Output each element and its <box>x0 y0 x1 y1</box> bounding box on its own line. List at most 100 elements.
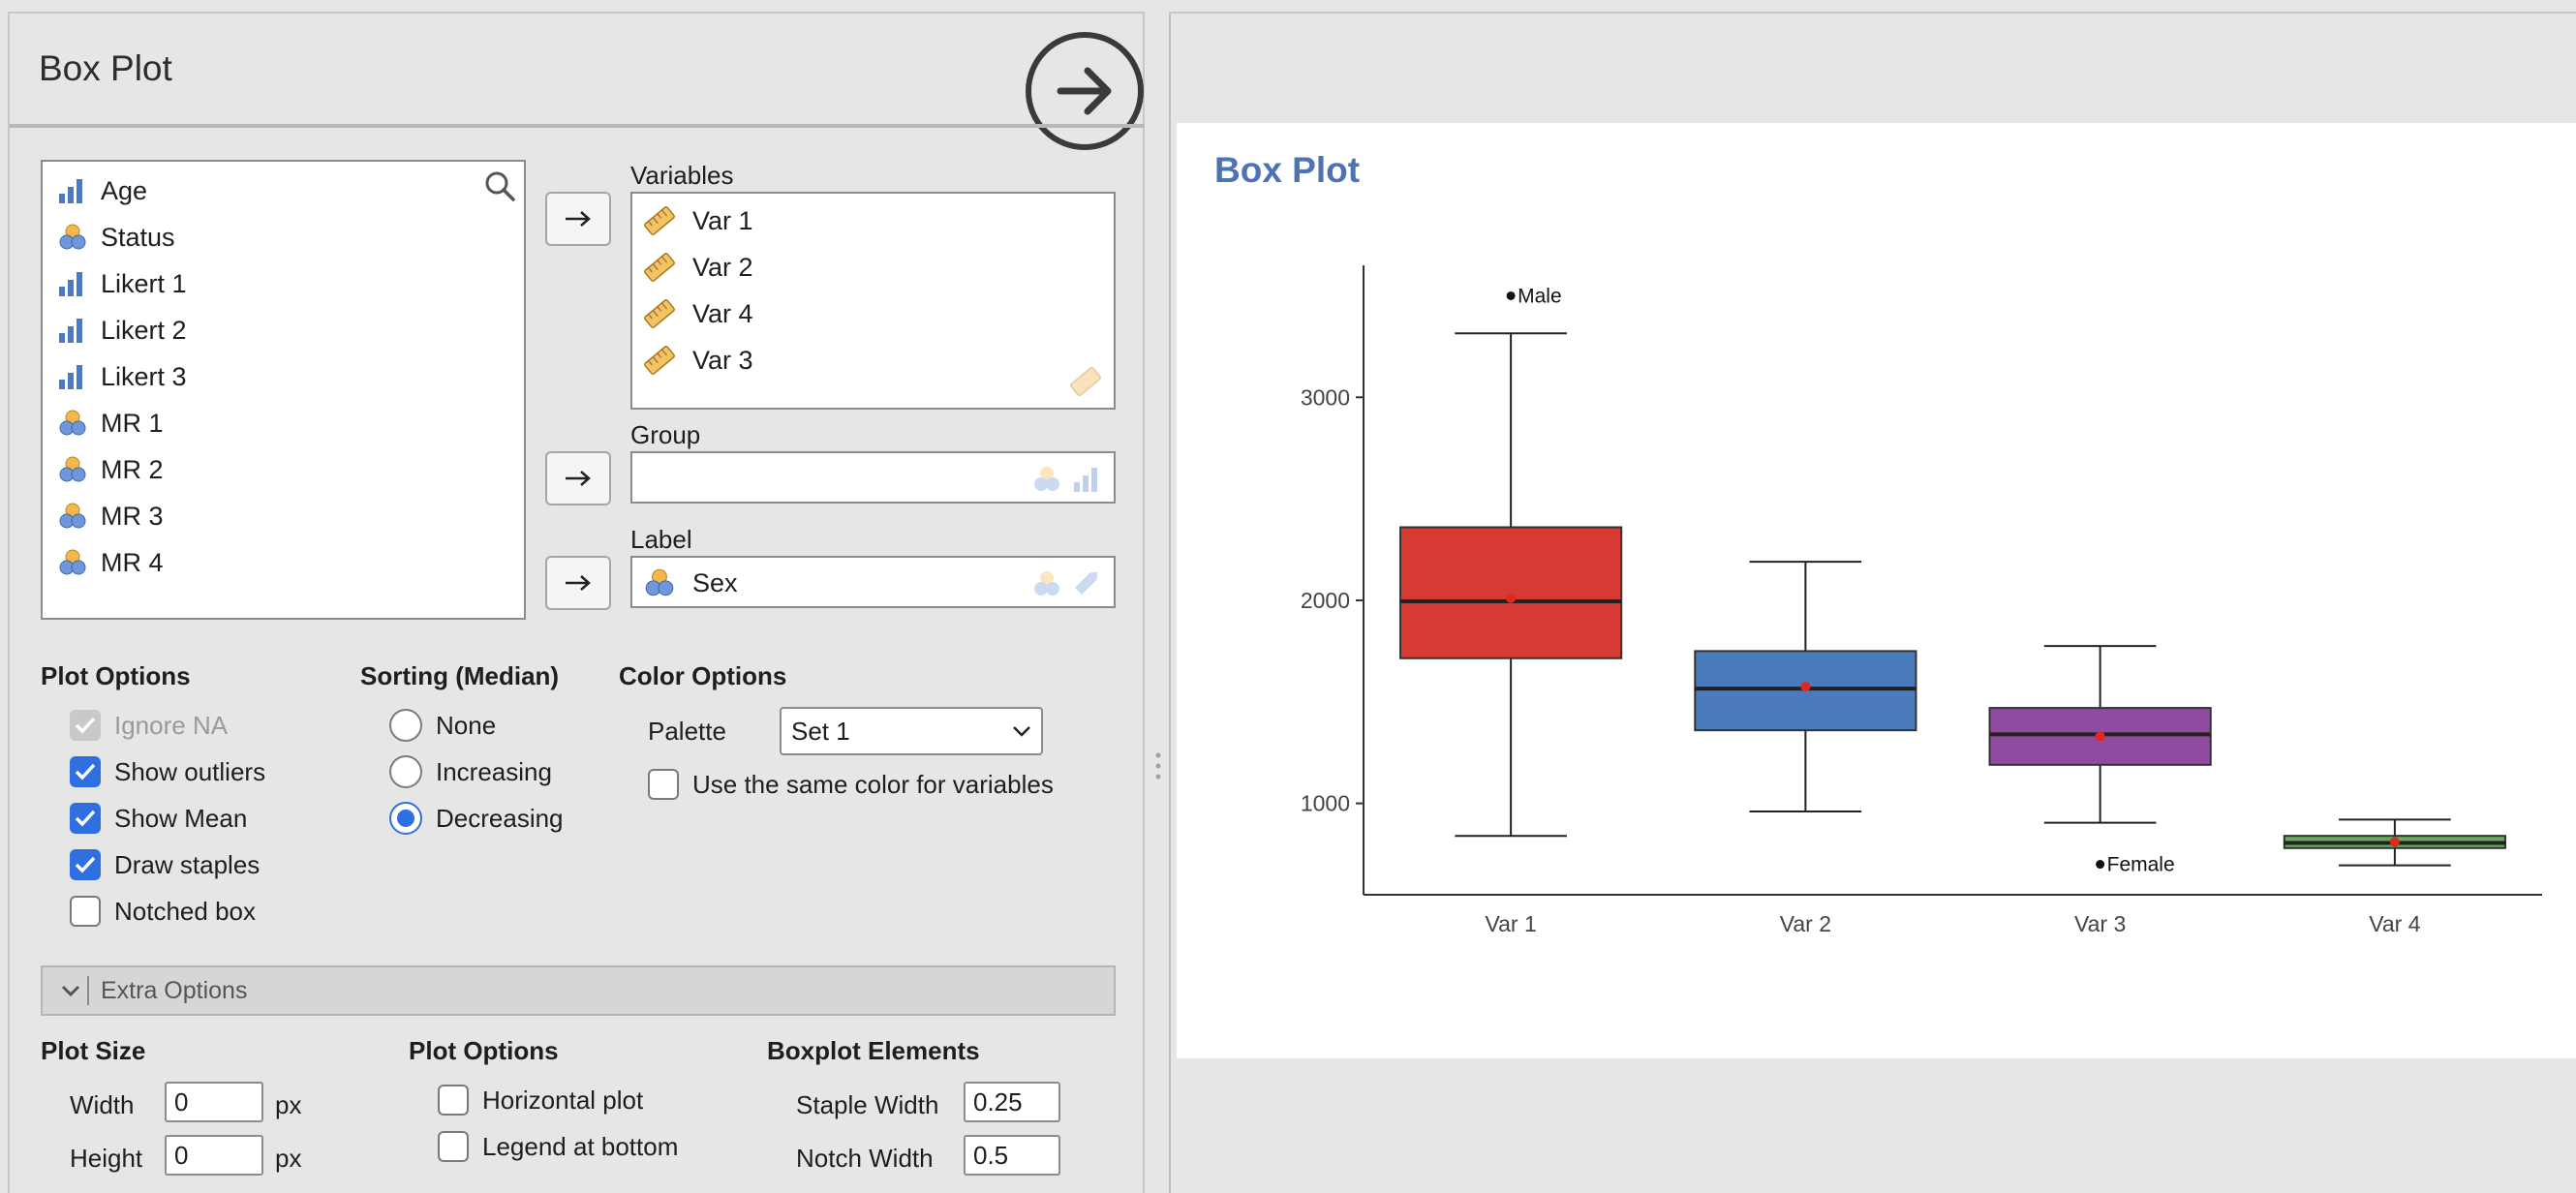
sort-none-radio[interactable] <box>389 709 422 742</box>
height-input[interactable]: 0 <box>165 1135 263 1176</box>
nominal-hint-icon <box>1034 571 1059 596</box>
extra-options-toggle[interactable]: Extra Options <box>41 965 1116 1016</box>
source-variable-label: Likert 3 <box>101 361 187 391</box>
group-label: Group <box>630 420 701 449</box>
extra-options-label: Extra Options <box>101 976 248 1004</box>
nominal-icon <box>59 224 86 250</box>
assigned-variable-item[interactable]: Var 2 <box>642 246 753 289</box>
notched-box-label: Notched box <box>114 896 256 926</box>
show-outliers-option[interactable]: Show outliers <box>70 752 265 791</box>
show-mean-option[interactable]: Show Mean <box>70 799 247 838</box>
sort-increasing-option[interactable]: Increasing <box>389 752 552 791</box>
mean-point <box>1800 682 1811 692</box>
source-variable-label: MR 2 <box>101 454 164 484</box>
height-unit: px <box>275 1144 302 1173</box>
sort-increasing-radio[interactable] <box>389 755 422 788</box>
outlier-point <box>1506 291 1516 300</box>
same-color-option[interactable]: Use the same color for variables <box>648 765 1054 804</box>
legend-bottom-label: Legend at bottom <box>482 1131 679 1161</box>
assigned-variable-label: Var 1 <box>692 205 753 235</box>
horizontal-plot-label: Horizontal plot <box>482 1085 644 1115</box>
draw-staples-checkbox[interactable] <box>70 849 101 880</box>
source-variable-item[interactable]: MR 1 <box>56 402 164 444</box>
sort-decreasing-option[interactable]: Decreasing <box>389 799 564 838</box>
label-value: Sex <box>692 567 738 597</box>
ruler-icon <box>644 253 675 282</box>
arrow-right-circle-icon <box>1057 67 1112 115</box>
same-color-checkbox[interactable] <box>648 769 679 800</box>
variables-target-list[interactable]: Var 1 Var 2 Var 4 Var 3 <box>630 192 1116 410</box>
arrow-right-icon <box>566 471 591 486</box>
nominal-icon <box>59 456 86 482</box>
source-variable-label: Likert 1 <box>101 268 187 298</box>
staple-width-input[interactable]: 0.25 <box>964 1082 1060 1122</box>
nominal-icon <box>645 568 674 596</box>
show-outliers-checkbox[interactable] <box>70 756 101 787</box>
horizontal-plot-option[interactable]: Horizontal plot <box>438 1081 643 1119</box>
source-variable-item[interactable]: Likert 1 <box>56 262 187 305</box>
assigned-variable-label: Var 4 <box>692 298 753 328</box>
x-tick-label: Var 1 <box>1485 911 1536 936</box>
ruler-icon <box>644 206 675 235</box>
x-tick-label: Var 4 <box>2369 911 2420 936</box>
source-variable-item[interactable]: MR 2 <box>56 448 164 491</box>
source-variable-item[interactable]: Status <box>56 216 175 259</box>
assigned-variable-item[interactable]: Var 1 <box>642 199 753 242</box>
legend-bottom-checkbox[interactable] <box>438 1131 469 1162</box>
mean-point <box>1506 593 1517 603</box>
horizontal-plot-checkbox[interactable] <box>438 1085 469 1116</box>
nominal-hint-icon <box>1034 467 1059 491</box>
continuous-hint-icon <box>1074 468 1097 492</box>
group-target-field[interactable] <box>630 451 1116 504</box>
show-mean-label: Show Mean <box>114 803 248 833</box>
move-to-variables-button[interactable] <box>545 192 611 246</box>
legend-bottom-option[interactable]: Legend at bottom <box>438 1127 678 1166</box>
width-input[interactable]: 0 <box>165 1082 263 1122</box>
source-variable-label: MR 3 <box>101 501 164 531</box>
splitter-handle[interactable] <box>1153 751 1163 780</box>
arrow-right-icon <box>566 211 591 227</box>
run-arrow-button[interactable] <box>1026 32 1144 150</box>
source-variable-item[interactable]: Age <box>56 169 147 212</box>
source-variable-list[interactable]: Age Status Likert 1 Likert 2 Likert 3 MR 1 MR … <box>41 160 526 620</box>
show-mean-checkbox[interactable] <box>70 803 101 834</box>
source-variable-item[interactable]: Likert 3 <box>56 355 187 398</box>
notched-box-checkbox[interactable] <box>70 896 101 927</box>
box-plot-chart: 1000 2000 3000 Var 1 Var 2 Var 3 Var 4 Male Fema… <box>1301 265 2542 936</box>
nominal-icon <box>59 410 86 436</box>
sort-increasing-label: Increasing <box>436 756 552 786</box>
ruler-icon <box>644 346 675 375</box>
notched-box-option[interactable]: Notched box <box>70 892 256 931</box>
checkmark-icon <box>75 763 96 780</box>
assigned-variable-item[interactable]: Var 3 <box>642 339 753 382</box>
move-to-group-button[interactable] <box>545 451 611 505</box>
width-unit: px <box>275 1090 302 1119</box>
plot-options-heading: Plot Options <box>41 661 191 690</box>
mean-point <box>2389 837 2400 847</box>
staple-width-label: Staple Width <box>796 1090 939 1119</box>
same-color-label: Use the same color for variables <box>692 769 1054 799</box>
boxplot-elements-heading: Boxplot Elements <box>767 1036 980 1065</box>
palette-select[interactable]: Set 1 <box>780 707 1043 755</box>
ruler-hint-icon <box>1070 366 1101 397</box>
draw-staples-option[interactable]: Draw staples <box>70 845 260 884</box>
sort-none-option[interactable]: None <box>389 706 496 745</box>
checkmark-icon <box>75 810 96 827</box>
move-to-label-button[interactable] <box>545 556 611 610</box>
sort-none-label: None <box>436 710 497 740</box>
ignore-na-option: Ignore NA <box>70 706 228 745</box>
y-tick-label: 3000 <box>1301 384 1350 410</box>
source-variable-item[interactable]: MR 3 <box>56 495 164 537</box>
source-variable-item[interactable]: MR 4 <box>56 541 164 584</box>
plot-size-heading: Plot Size <box>41 1036 146 1065</box>
source-variable-item[interactable]: Likert 2 <box>56 309 187 352</box>
search-icon[interactable] <box>483 169 516 202</box>
variables-label: Variables <box>630 161 734 190</box>
label-target-field[interactable]: Sex <box>630 556 1116 608</box>
draw-staples-label: Draw staples <box>114 849 261 879</box>
text-hint-icon <box>1074 571 1098 596</box>
assigned-variable-item[interactable]: Var 4 <box>642 292 753 335</box>
notch-width-input[interactable]: 0.5 <box>964 1135 1060 1176</box>
assigned-variable-label: Var 3 <box>692 345 753 375</box>
sort-decreasing-radio[interactable] <box>389 802 422 835</box>
